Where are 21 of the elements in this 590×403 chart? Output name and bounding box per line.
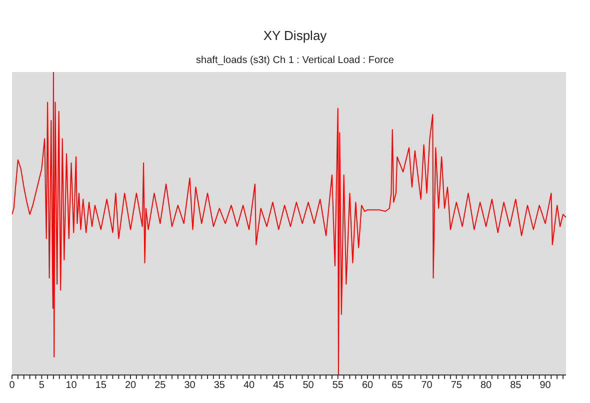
x-tick-label: 40 xyxy=(243,380,256,392)
chart-subtitle: shaft_loads (s3t) Ch 1 : Vertical Load : Force xyxy=(195,55,395,66)
x-tick-label: 65 xyxy=(392,380,404,392)
chart-title: XY Display xyxy=(262,28,328,43)
x-tick-label: 20 xyxy=(124,380,136,392)
x-tick-label: 10 xyxy=(66,380,78,392)
x-tick-label: 60 xyxy=(362,380,374,392)
x-tick-label: 70 xyxy=(421,380,433,392)
x-tick-label: 50 xyxy=(302,380,314,392)
x-tick-label: 25 xyxy=(154,380,166,392)
x-tick-label: 85 xyxy=(510,380,522,392)
x-tick-label: 5 xyxy=(38,380,45,392)
x-tick-label: 15 xyxy=(95,380,107,392)
x-tick-label: 45 xyxy=(273,380,285,392)
x-tick-label: 55 xyxy=(332,380,344,392)
x-tick-label: 30 xyxy=(184,380,196,392)
x-tick-label: 90 xyxy=(540,380,552,392)
x-tick-label: 80 xyxy=(480,380,492,392)
x-tick-label: 0 xyxy=(9,380,16,392)
x-tick-label: 35 xyxy=(214,380,226,392)
x-tick-label: 75 xyxy=(450,380,462,392)
